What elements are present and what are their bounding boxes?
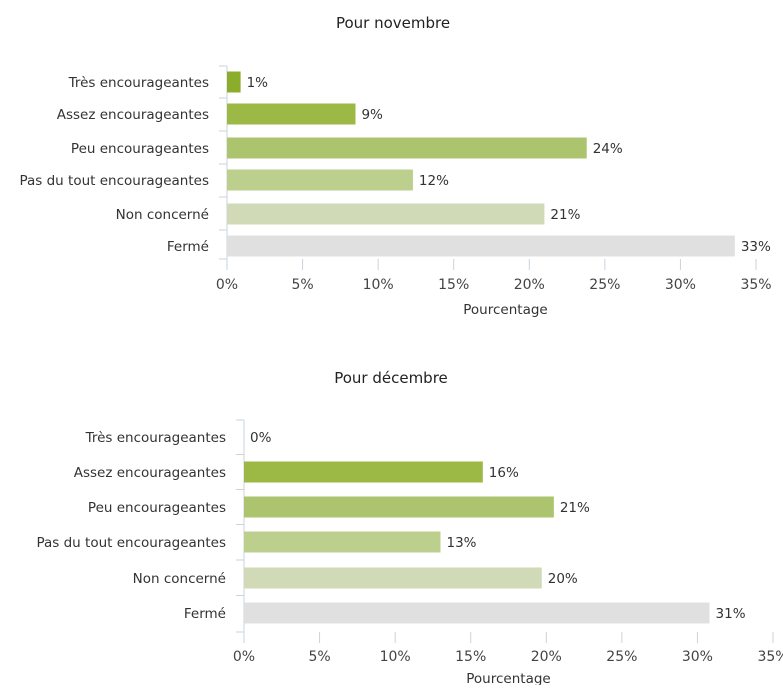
x-tick-label: 10% — [380, 649, 411, 665]
category-label: Assez encourageantes — [57, 107, 209, 123]
x-tick-label: 15% — [455, 649, 486, 665]
bar — [244, 567, 542, 589]
bar — [244, 496, 554, 518]
value-label: 16% — [489, 465, 519, 481]
x-axis-label: Pourcentage — [466, 671, 550, 685]
value-label: 13% — [446, 535, 476, 551]
value-label: 20% — [548, 571, 578, 587]
category-label: Très encourageantes — [68, 75, 209, 91]
bar — [227, 169, 413, 191]
chart-title: Pour novembre — [336, 14, 450, 32]
chart-1: Pour novembre Très encourageantes 1% Assez … — [19, 14, 771, 318]
bar — [244, 602, 710, 624]
x-tick-label: 35% — [757, 649, 783, 665]
x-axis-label: Pourcentage — [463, 302, 547, 318]
category-label: Non concerné — [116, 207, 209, 223]
category-label: Non concerné — [133, 571, 226, 587]
bar — [227, 235, 735, 257]
x-tick-label: 0% — [216, 277, 238, 293]
chart-2: Pour décembre Très encourageantes 0% Assez … — [36, 369, 783, 687]
chart-title: Pour décembre — [334, 369, 448, 387]
category-label: Fermé — [167, 239, 209, 255]
category-label: Peu encourageantes — [88, 500, 226, 516]
x-tick-label: 25% — [589, 277, 620, 293]
category-label: Très encourageantes — [85, 430, 226, 446]
category-label: Pas du tout encourageantes — [19, 173, 209, 189]
x-tick-label: 30% — [682, 649, 713, 665]
value-label: 33% — [741, 239, 771, 255]
value-label: 21% — [560, 500, 590, 516]
x-tick-label: 35% — [740, 277, 771, 293]
bar — [227, 71, 241, 93]
x-tick-label: 5% — [308, 649, 330, 665]
category-label: Assez encourageantes — [74, 465, 226, 481]
value-label: 1% — [247, 75, 269, 91]
category-label: Fermé — [184, 606, 226, 622]
value-label: 21% — [550, 207, 580, 223]
x-tick-label: 15% — [438, 277, 469, 293]
x-tick-label: 30% — [665, 277, 696, 293]
bar — [227, 203, 545, 225]
category-label: Pas du tout encourageantes — [36, 535, 226, 551]
x-tick-label: 25% — [606, 649, 637, 665]
value-label: 12% — [419, 173, 449, 189]
x-tick-label: 0% — [233, 649, 255, 665]
bar — [244, 531, 441, 553]
x-tick-label: 5% — [291, 277, 313, 293]
x-tick-label: 20% — [514, 277, 545, 293]
bar — [244, 461, 483, 483]
x-tick-label: 10% — [363, 277, 394, 293]
value-label: 9% — [361, 107, 383, 123]
bar — [227, 137, 587, 159]
bar — [227, 103, 356, 125]
value-label: 0% — [250, 430, 272, 446]
x-tick-label: 20% — [531, 649, 562, 665]
category-label: Peu encourageantes — [71, 141, 209, 157]
value-label: 24% — [593, 141, 623, 157]
value-label: 31% — [716, 606, 746, 622]
